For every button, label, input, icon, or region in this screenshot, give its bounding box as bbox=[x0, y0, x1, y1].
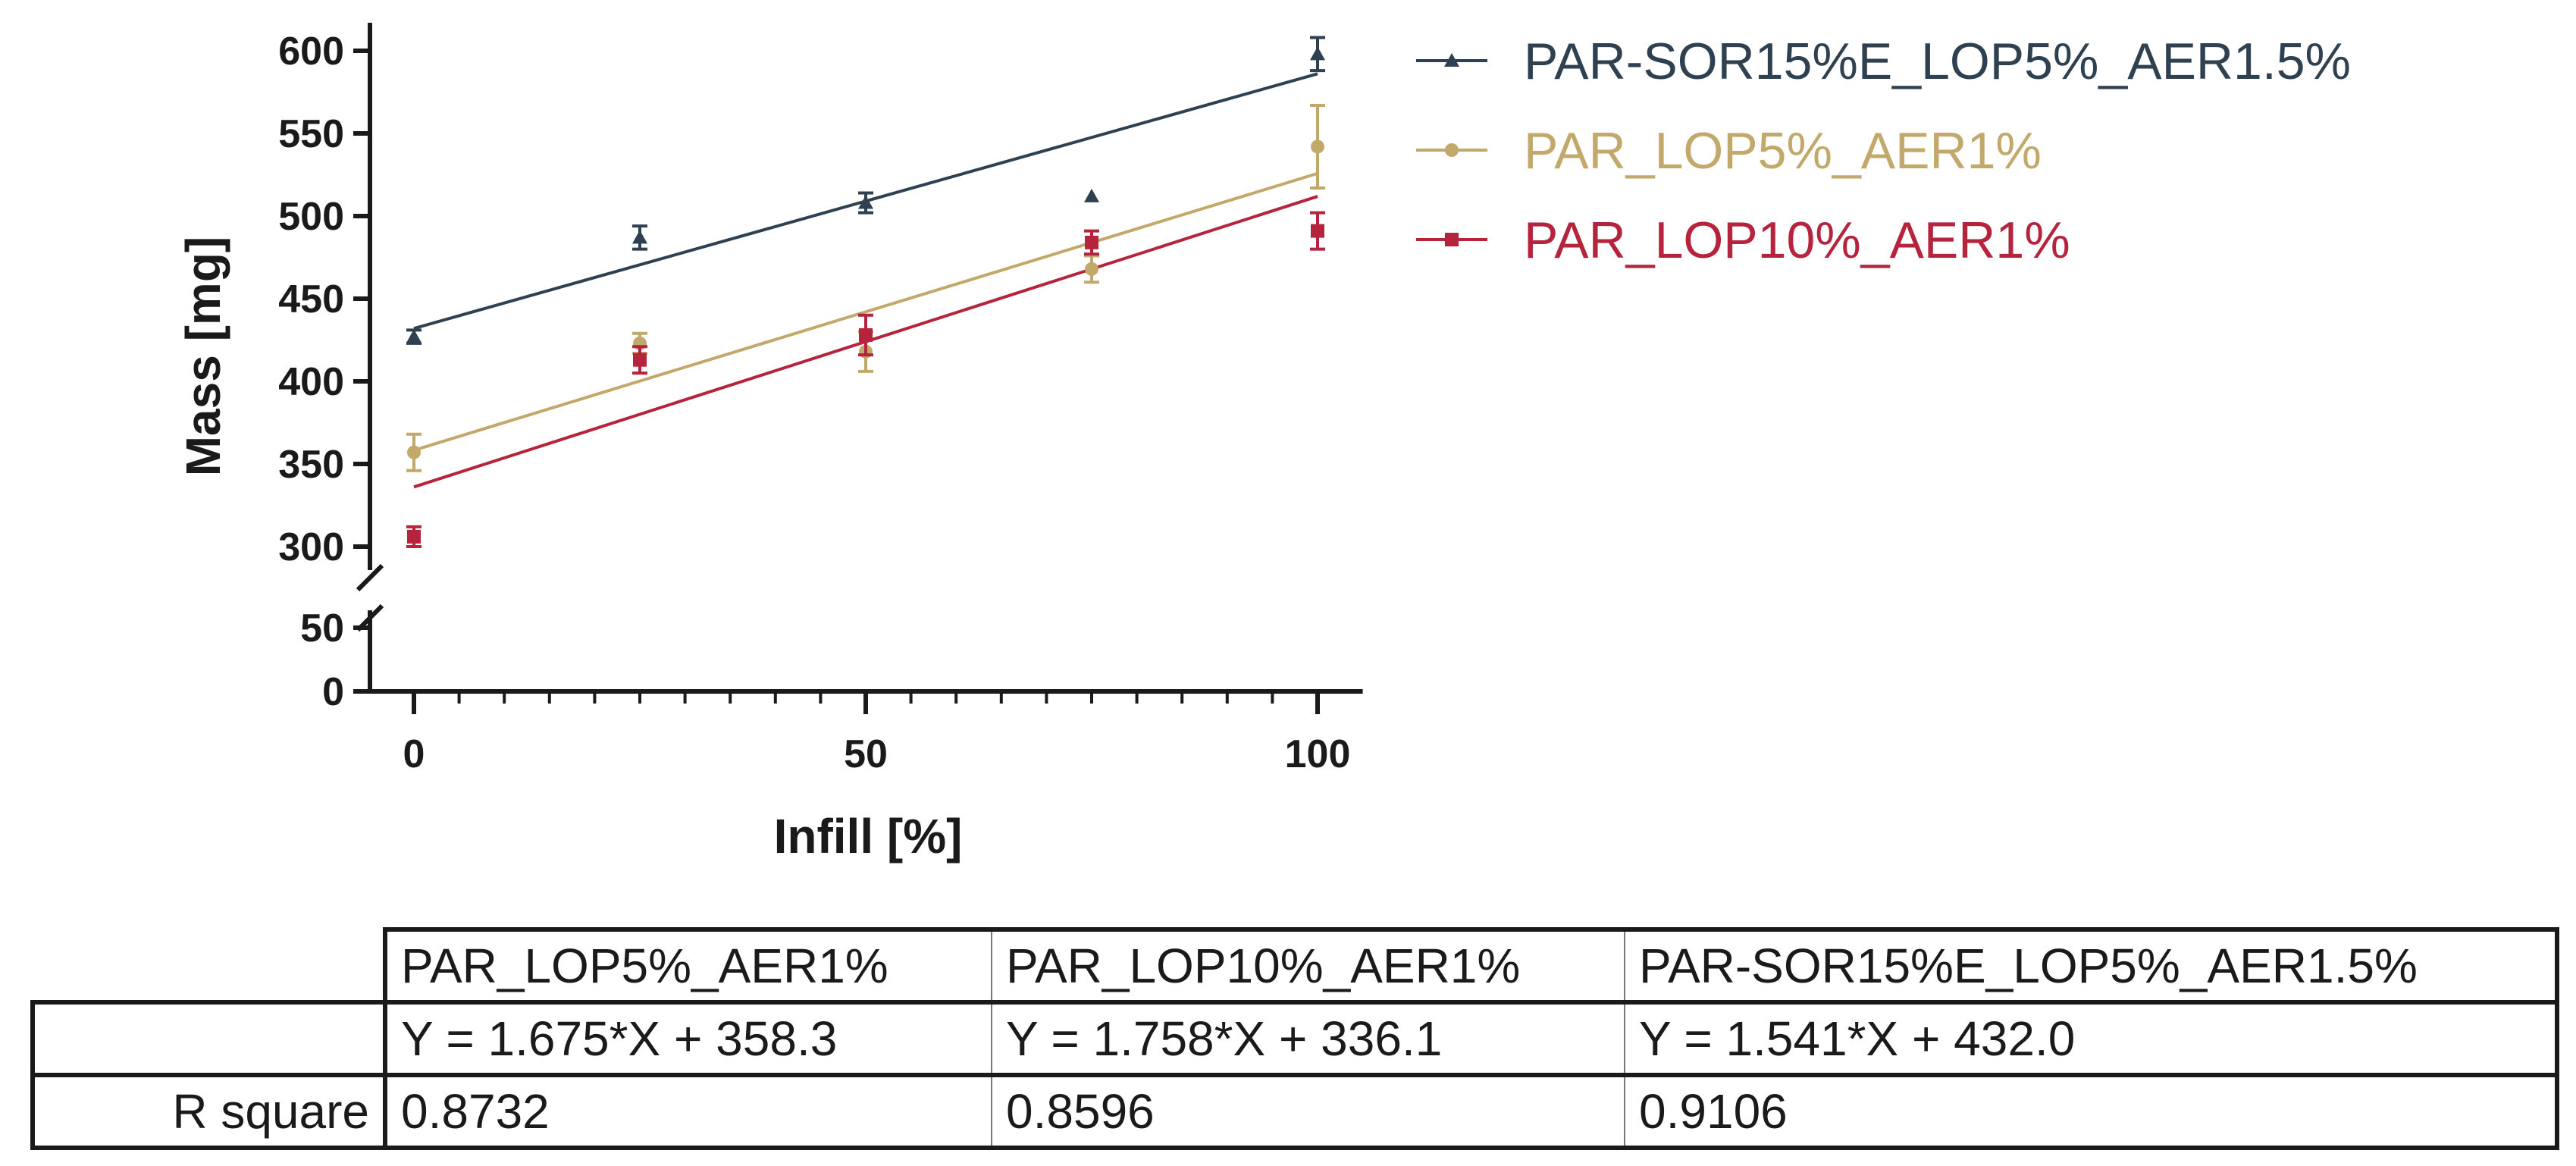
equation-lop5: Y = 1.675*X + 358.3 bbox=[383, 1000, 992, 1075]
x-tick-label: 50 bbox=[844, 732, 888, 776]
legend: PAR-SOR15%E_LOP5%_AER1.5% PAR_LOP5%_AER1%… bbox=[1416, 33, 2351, 269]
r-square-label: R square bbox=[30, 1073, 385, 1150]
y-tick-label: 300 bbox=[278, 525, 344, 569]
data-point bbox=[406, 329, 421, 343]
data-point bbox=[633, 353, 647, 367]
axis-break-mark-upper bbox=[356, 563, 384, 592]
y-tick-label: 350 bbox=[278, 443, 344, 487]
y-axis-title: Mass [mg] bbox=[176, 237, 230, 477]
data-points bbox=[406, 36, 1325, 548]
y-tick-label: 400 bbox=[278, 360, 344, 404]
y-tick-label: 500 bbox=[278, 195, 344, 239]
column-header-lop5: PAR_LOP5%_AER1% bbox=[383, 927, 992, 1002]
column-header-lop10: PAR_LOP10%_AER1% bbox=[991, 927, 1625, 1002]
data-point bbox=[1084, 188, 1099, 202]
y-tick-label: 450 bbox=[278, 277, 344, 321]
data-point bbox=[1085, 262, 1098, 276]
x-tick-label: 0 bbox=[403, 732, 425, 776]
equation-row-label bbox=[30, 1000, 385, 1075]
fit-lines bbox=[413, 72, 1318, 489]
data-point bbox=[407, 529, 421, 544]
legend-entry-0: PAR-SOR15%E_LOP5%_AER1.5% bbox=[1524, 33, 2351, 90]
column-header-sor15: PAR-SOR15%E_LOP5%_AER1.5% bbox=[1624, 927, 2559, 1002]
data-point bbox=[1085, 235, 1098, 249]
data-point bbox=[1310, 46, 1325, 61]
legend-marker-2 bbox=[1445, 233, 1459, 246]
y-tick-label: 550 bbox=[278, 112, 344, 156]
legend-entry-1: PAR_LOP5%_AER1% bbox=[1524, 122, 2042, 180]
equation-sor15: Y = 1.541*X + 432.0 bbox=[1624, 1000, 2559, 1075]
table-r-square-row: R square 0.8732 0.8596 0.9106 bbox=[30, 1073, 2559, 1150]
data-point bbox=[858, 195, 873, 209]
r-square-lop5: 0.8732 bbox=[383, 1073, 992, 1150]
y-tick-label: 0 bbox=[322, 670, 344, 714]
y-tick-label: 50 bbox=[300, 607, 344, 650]
fit-line-1 bbox=[413, 171, 1318, 452]
legend-marker-0 bbox=[1444, 53, 1459, 67]
y-tick-label: 600 bbox=[278, 30, 344, 74]
table-equation-row: Y = 1.675*X + 358.3 Y = 1.758*X + 336.1 … bbox=[30, 1000, 2559, 1075]
r-square-lop10: 0.8596 bbox=[991, 1073, 1625, 1150]
table-header-row: PAR_LOP5%_AER1% PAR_LOP10%_AER1% PAR-SOR… bbox=[33, 927, 2559, 1002]
regression-table: PAR_LOP5%_AER1% PAR_LOP10%_AER1% PAR-SOR… bbox=[30, 927, 2559, 1150]
legend-marker-1 bbox=[1445, 143, 1459, 157]
data-point bbox=[1311, 139, 1324, 154]
r-square-sor15: 0.9106 bbox=[1624, 1073, 2559, 1150]
data-point bbox=[859, 328, 873, 342]
data-point bbox=[1311, 224, 1324, 238]
data-point bbox=[407, 445, 421, 459]
table-corner-cell bbox=[33, 929, 385, 1002]
x-tick-label: 100 bbox=[1285, 732, 1351, 776]
x-axis-title: Infill [%] bbox=[774, 809, 963, 864]
legend-entry-2: PAR_LOP10%_AER1% bbox=[1524, 212, 2070, 269]
equation-lop10: Y = 1.758*X + 336.1 bbox=[991, 1000, 1625, 1075]
data-point bbox=[632, 230, 647, 244]
